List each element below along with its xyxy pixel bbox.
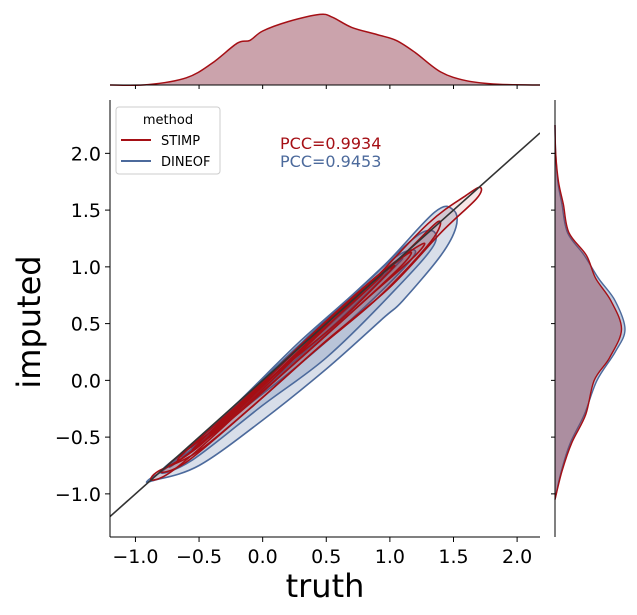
y-tick-label-1: −1.0 [55,484,101,506]
x-tick-label-5: 1.0 [375,546,405,568]
y-tick-label-3: 0.0 [71,370,101,392]
x-tick-label-7: 2.0 [502,546,532,568]
x-tick-label-4: 0.5 [311,546,341,568]
legend-title: method [143,113,193,128]
pcc-annotation-stimp: PCC=0.9934 [280,134,381,153]
x-tick-label-6: 1.5 [438,546,468,568]
y-tick-label-6: 1.5 [71,200,101,222]
legend-box [115,106,221,175]
reference-line [110,132,540,518]
reference-line-group [110,132,540,518]
legend-label-dineof: DINEOF [161,155,211,170]
y-tick-label-2: −0.5 [55,427,101,449]
legend[interactable]: method STIMP DINEOF [115,106,221,175]
y-tick-label-5: 1.0 [71,257,101,279]
y-tick-label-4: 0.5 [71,314,101,336]
top-marginal-kde [109,13,541,89]
x-tick-label-2: −0.5 [176,546,222,568]
y-tick-label-7: 2.0 [71,143,101,165]
legend-label-stimp: STIMP [161,134,200,149]
x-tick-label-3: 0.0 [248,546,278,568]
axes: −1.0 −0.5 0.0 0.5 1.0 1.5 2.0 −1.0 −0.5 0.0 0.5 1.0… [55,100,540,568]
right-marginal-fill-dineof [555,125,625,500]
x-axis-label: truth [286,567,365,605]
y-axis-label: imputed [10,255,48,388]
right-marginal-kde [551,100,626,537]
x-tick-label-1: −1.0 [112,546,158,568]
pcc-annotation-dineof: PCC=0.9453 [280,152,381,171]
right-marginal-line-stimp [554,124,623,500]
top-marginal-line [109,13,541,86]
top-marginal-fill [110,14,540,86]
right-marginal-fill-stimp [555,125,622,500]
right-marginal-line-dineof [554,124,626,500]
kde-contour-stimp-6 [208,270,385,437]
